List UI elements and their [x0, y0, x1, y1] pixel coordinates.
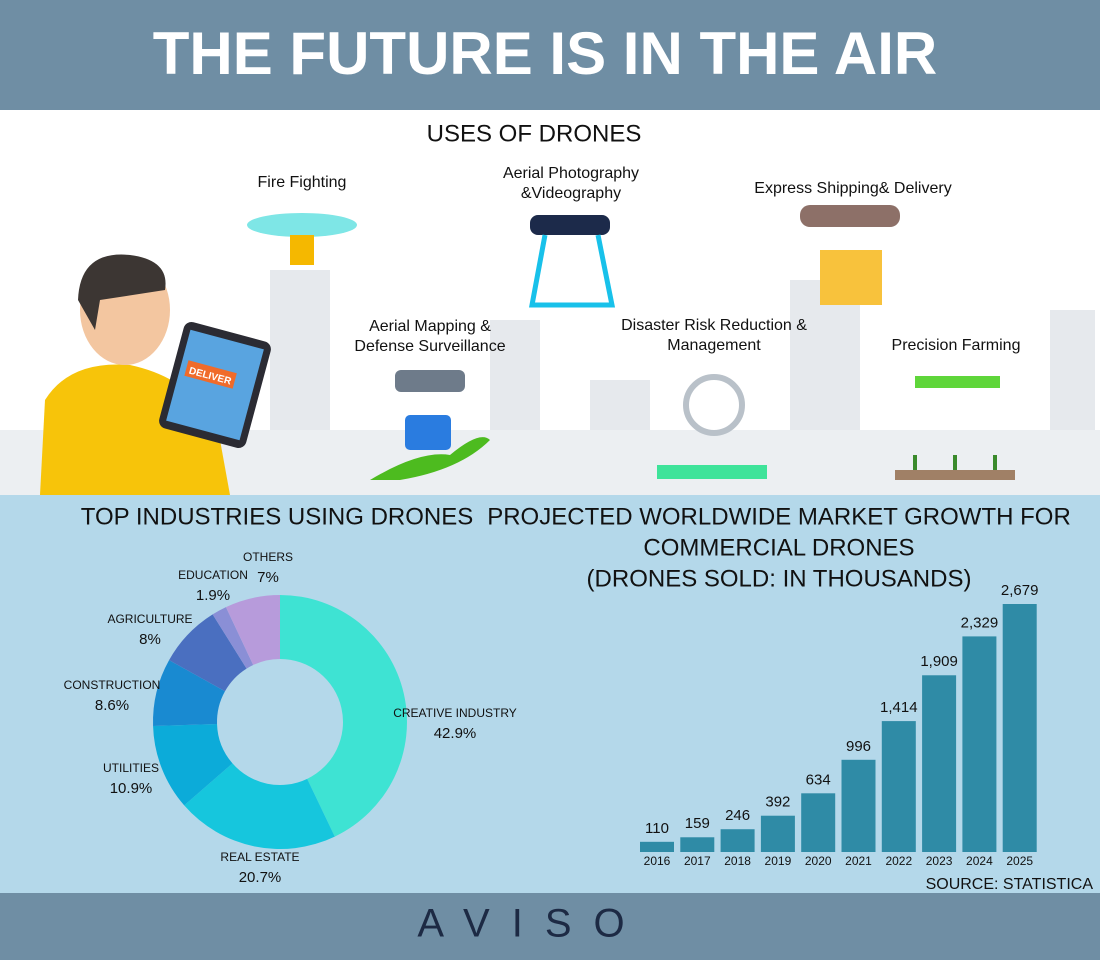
slice-label: OTHERS [243, 550, 293, 564]
drone-photo [530, 215, 610, 235]
bar-value: 159 [685, 815, 710, 832]
slice-label: UTILITIES [103, 761, 159, 775]
use-label: Express Shipping& Delivery [754, 180, 951, 197]
bar [801, 793, 836, 852]
ground [657, 465, 767, 479]
use-label: Management [667, 337, 761, 354]
use-label: &Videography [521, 185, 621, 202]
bar-value: 2,679 [1001, 582, 1039, 599]
use-label: Disaster Risk Reduction & [621, 317, 807, 334]
chart-title: TOP INDUSTRIES USING DRONES [81, 503, 474, 530]
bar-value: 1,414 [880, 699, 918, 716]
x-tick-label: 2024 [966, 854, 993, 868]
chart-title: COMMERCIAL DRONES [643, 534, 914, 561]
x-tick-label: 2025 [1006, 854, 1033, 868]
bar [922, 675, 957, 852]
use-label: Defense Surveillance [354, 338, 505, 355]
drone-farming [915, 376, 1000, 388]
drone-delivery [800, 205, 900, 227]
x-tick-label: 2018 [724, 854, 751, 868]
bar [720, 829, 755, 852]
slice-value: 1.9% [196, 587, 230, 604]
x-tick-label: 2021 [845, 854, 872, 868]
bar [962, 636, 997, 852]
drone-icons [247, 205, 1015, 480]
use-label: Aerial Photography [503, 165, 639, 182]
donut-slice [169, 614, 247, 692]
donut-slice [153, 723, 233, 806]
donut-slice [280, 595, 407, 837]
x-tick-label: 2016 [644, 854, 671, 868]
bar-value: 1,909 [920, 653, 958, 670]
use-label: Precision Farming [892, 337, 1021, 354]
plants [913, 455, 997, 470]
x-tick-label: 2019 [765, 854, 792, 868]
logo: AVISO [417, 902, 646, 946]
source: SOURCE: STATISTICA [926, 876, 1094, 893]
drone-fire [247, 213, 357, 237]
hair [78, 254, 166, 330]
bar-value: 246 [725, 807, 750, 824]
header-band [0, 0, 1100, 110]
bar-value: 634 [806, 771, 831, 788]
soil [895, 470, 1015, 480]
package [820, 250, 882, 305]
drone-photo-legs [528, 234, 616, 308]
slice-value: 8% [139, 631, 161, 648]
drone-mapping [395, 370, 465, 392]
donut-slice [212, 607, 254, 669]
bar-value: 996 [846, 738, 871, 755]
slice-value: 8.6% [95, 697, 129, 714]
bar [841, 759, 876, 852]
footer-band [0, 893, 1100, 960]
tablet-button [184, 360, 237, 389]
land [370, 437, 490, 480]
tablet-screen [166, 329, 264, 441]
bar-value: 2,329 [961, 614, 999, 631]
donut-slice [152, 660, 225, 726]
slice-value: 20.7% [239, 869, 282, 886]
bar [640, 841, 674, 852]
slice-label: AGRICULTURE [107, 612, 192, 626]
uses-title: USES OF DRONES [427, 120, 642, 147]
slice-label: EDUCATION [178, 568, 248, 582]
x-tick-label: 2022 [885, 854, 912, 868]
slice-label: CONSTRUCTION [64, 678, 161, 692]
drone-fire-nozzle [290, 235, 314, 265]
bar [881, 721, 916, 852]
chart-title: PROJECTED WORLDWIDE MARKET GROWTH FOR [487, 503, 1071, 530]
drone-disaster [683, 374, 745, 436]
use-label: Aerial Mapping & [369, 318, 491, 335]
x-tick-label: 2017 [684, 854, 711, 868]
camera [405, 415, 451, 450]
chart-title: (DRONES SOLD: IN THOUSANDS) [587, 565, 972, 592]
page-title: THE FUTURE IS IN THE AIR [153, 20, 937, 87]
slice-value: 10.9% [110, 780, 153, 797]
x-tick-label: 2023 [926, 854, 953, 868]
donut-slice [184, 763, 335, 849]
x-tick-label: 2020 [805, 854, 832, 868]
bar [760, 815, 795, 852]
use-label: Fire Fighting [258, 174, 347, 191]
person: DELIVER [40, 254, 271, 495]
bar-value: 392 [765, 794, 790, 811]
bar [1002, 604, 1037, 852]
slice-value: 42.9% [434, 725, 477, 742]
slice-value: 7% [257, 569, 279, 586]
donut-slice [225, 595, 280, 665]
slice-label: CREATIVE INDUSTRY [393, 706, 517, 720]
bar [680, 837, 715, 852]
bar-value: 110 [645, 820, 669, 837]
slice-label: REAL ESTATE [220, 850, 299, 864]
